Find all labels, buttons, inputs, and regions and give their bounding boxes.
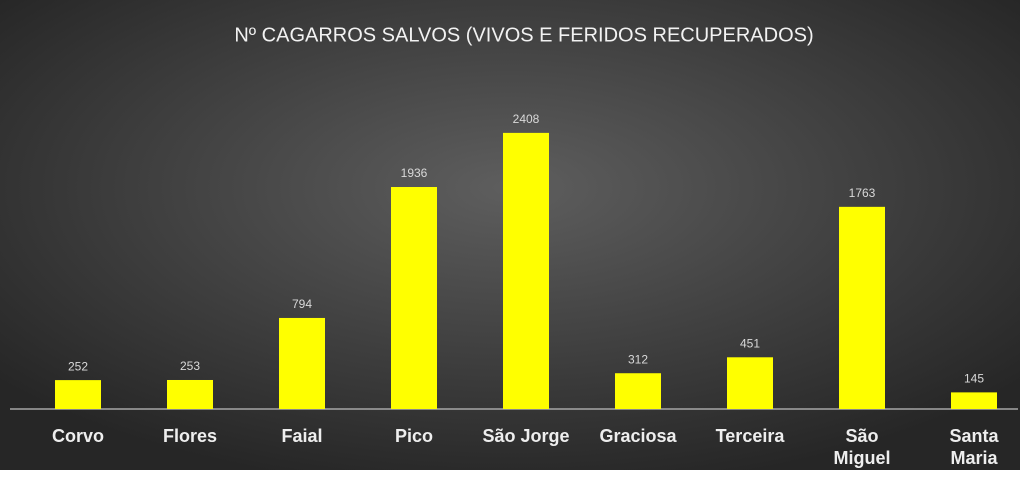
chart: Nº CAGARROS SALVOS (VIVOS E FERIDOS RECU… — [0, 0, 1020, 470]
x-tick-label: Corvo — [51, 426, 104, 446]
x-tick-label: São Jorge — [482, 426, 570, 446]
value-label: 145 — [964, 372, 984, 386]
bar — [391, 187, 437, 409]
x-tick-label: São Miguel — [833, 426, 891, 468]
value-label: 1936 — [401, 166, 428, 180]
value-label: 252 — [68, 359, 88, 373]
x-tick-label: Santa Maria — [949, 426, 999, 468]
x-tick-label: Terceira — [715, 426, 785, 446]
bar — [55, 380, 101, 409]
value-label: 1763 — [849, 186, 876, 200]
x-tick-label: Graciosa — [599, 426, 677, 446]
bar — [615, 373, 661, 409]
bar — [951, 392, 997, 409]
value-label: 2408 — [513, 112, 540, 126]
value-label: 253 — [180, 359, 200, 373]
bar — [167, 379, 213, 409]
x-tick-label: Flores — [162, 426, 218, 446]
chart-svg: Nº CAGARROS SALVOS (VIVOS E FERIDOS RECU… — [0, 0, 1020, 470]
chart-title: Nº CAGARROS SALVOS (VIVOS E FERIDOS RECU… — [234, 24, 813, 46]
x-tick-label: Pico — [394, 426, 433, 446]
bar — [279, 317, 325, 409]
x-tick-label: Faial — [281, 426, 323, 446]
value-label: 451 — [740, 336, 760, 350]
bar — [503, 132, 549, 409]
value-label: 794 — [292, 297, 312, 311]
bar — [727, 357, 773, 409]
value-label: 312 — [628, 352, 648, 366]
bar — [839, 206, 885, 409]
